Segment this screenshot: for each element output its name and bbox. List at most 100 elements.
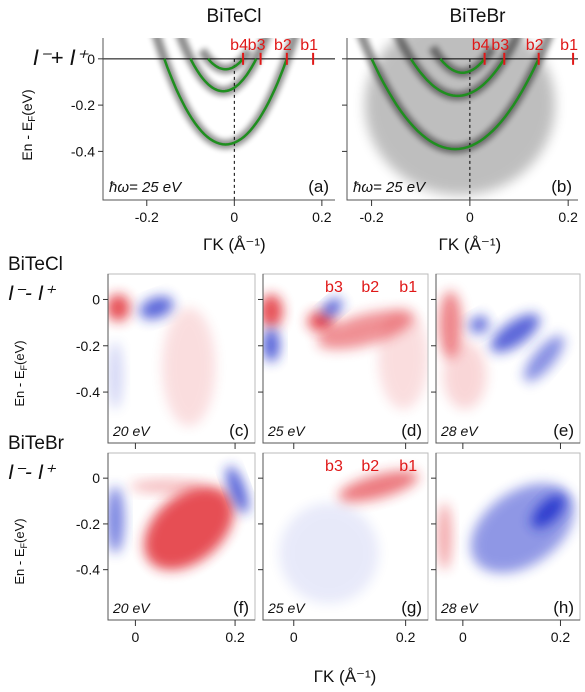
x-axis-label: ΓK (Å⁻¹) bbox=[203, 235, 266, 254]
intensity-blob bbox=[108, 341, 123, 410]
y-axis-label-unit: (eV) bbox=[12, 340, 27, 365]
panel-image bbox=[438, 290, 565, 410]
intensity-blob bbox=[338, 470, 419, 502]
intensity-blob bbox=[226, 466, 249, 514]
intensity-blob bbox=[523, 335, 565, 382]
axis-frame bbox=[102, 38, 335, 201]
band-label: b3 bbox=[325, 458, 343, 475]
x-tick-label: 0.2 bbox=[551, 629, 571, 645]
sum-label: I⁻+ I⁺ bbox=[33, 45, 90, 70]
x-tick-label: 0 bbox=[132, 629, 140, 645]
fit-curve bbox=[163, 58, 288, 146]
x-axis-label: ΓK (Å⁻¹) bbox=[314, 667, 377, 686]
intensity-blob bbox=[322, 298, 343, 317]
fit-curve bbox=[370, 58, 540, 151]
photon-energy: 28 eV bbox=[440, 600, 479, 616]
x-tick-label: 0 bbox=[459, 629, 467, 645]
photon-energy: 25 eV bbox=[267, 600, 306, 616]
fit-curve bbox=[189, 58, 258, 93]
material-label: BiTeCl bbox=[8, 254, 63, 275]
y-axis-label: En - EF(eV) bbox=[12, 340, 29, 406]
panel-title: BiTeCl bbox=[207, 6, 262, 27]
x-tick-label: 0 bbox=[466, 209, 474, 225]
x-tick-label: 0.2 bbox=[558, 209, 578, 225]
intensity-blob bbox=[470, 483, 575, 573]
axis-frame bbox=[435, 453, 580, 621]
fit-curve bbox=[439, 58, 486, 74]
y-tick-label: -0.2 bbox=[76, 338, 100, 354]
y-axis-label-sub: F bbox=[19, 365, 29, 371]
x-tick-label: 0 bbox=[290, 629, 298, 645]
y-tick-label: 0 bbox=[92, 291, 100, 307]
y-axis-label: En - EF(eV) bbox=[12, 518, 29, 584]
intensity-blob bbox=[130, 479, 204, 494]
intensity-blob bbox=[162, 307, 216, 427]
intensity-blob bbox=[263, 294, 283, 329]
panel-letter: (f) bbox=[233, 598, 249, 617]
y-tick-label: 0 bbox=[87, 51, 95, 67]
photon-energy: 28 eV bbox=[440, 423, 479, 439]
band-label: b4 bbox=[230, 37, 248, 54]
panel-image bbox=[108, 294, 216, 427]
panel-title: BiTeBr bbox=[450, 6, 507, 27]
fit-curve bbox=[409, 58, 506, 98]
y-axis-label-sub: F bbox=[27, 116, 38, 122]
band-label: b3 bbox=[248, 37, 266, 54]
panel-image bbox=[263, 294, 428, 410]
photon-energy: 20 eV bbox=[112, 600, 151, 616]
difference-label: I⁻- I⁺ bbox=[8, 461, 57, 484]
axis-frame bbox=[262, 274, 428, 444]
x-tick-label: 0.2 bbox=[312, 209, 332, 225]
intensity-blob bbox=[531, 494, 566, 529]
x-tick-label: -0.2 bbox=[360, 209, 384, 225]
panel-letter: (g) bbox=[401, 598, 422, 617]
y-tick-label: 0 bbox=[92, 470, 100, 486]
panel-letter: (d) bbox=[401, 421, 422, 440]
band-label: b1 bbox=[399, 458, 417, 475]
axis-frame bbox=[107, 453, 255, 621]
intensity-blob bbox=[378, 307, 428, 410]
photon-energy: ħω= 25 eV bbox=[109, 179, 183, 196]
fit-curve bbox=[207, 57, 245, 71]
band-label: b1 bbox=[560, 37, 578, 54]
y-tick-label: -0.2 bbox=[76, 516, 100, 532]
x-tick-label: 0.2 bbox=[396, 629, 416, 645]
y-tick-label: -0.4 bbox=[71, 143, 95, 159]
panel-letter: (a) bbox=[308, 177, 329, 196]
axis-frame bbox=[262, 453, 428, 621]
axis-frame bbox=[435, 274, 580, 444]
y-axis-label-main: En - E bbox=[12, 370, 27, 406]
panel-letter: (e) bbox=[553, 421, 574, 440]
panel-image bbox=[108, 466, 249, 570]
difference-label: I⁻- I⁺ bbox=[8, 282, 57, 305]
y-tick-label: -0.4 bbox=[76, 384, 100, 400]
panel-letter: (c) bbox=[229, 421, 249, 440]
axis-frame bbox=[107, 274, 255, 444]
x-axis-label: ΓK (Å⁻¹) bbox=[439, 235, 502, 254]
band-label: b2 bbox=[361, 458, 379, 475]
band-label: b4 bbox=[472, 37, 490, 54]
panel-letter: (b) bbox=[551, 177, 572, 196]
x-tick-label: 0 bbox=[230, 209, 238, 225]
y-axis-label-sub: F bbox=[19, 543, 29, 549]
panel-letter: (h) bbox=[553, 598, 574, 617]
intensity-blob bbox=[263, 328, 280, 362]
photon-energy: ħω= 25 eV bbox=[353, 179, 427, 196]
band-label: b2 bbox=[526, 37, 544, 54]
material-label: BiTeBr bbox=[8, 433, 65, 454]
y-axis-label-main: En - E bbox=[19, 122, 35, 161]
intensity-blob bbox=[438, 290, 462, 359]
y-axis-label: En - EF(eV) bbox=[19, 89, 38, 160]
axis-frame bbox=[346, 38, 578, 201]
x-tick-label: -0.2 bbox=[135, 209, 159, 225]
band-label: b3 bbox=[325, 279, 343, 296]
band-label: b3 bbox=[491, 37, 509, 54]
intensity-blob bbox=[108, 294, 131, 322]
intensity-blob bbox=[437, 503, 452, 570]
band-label: b1 bbox=[300, 37, 318, 54]
y-axis-label-unit: (eV) bbox=[19, 89, 35, 115]
intensity-blob bbox=[143, 486, 234, 570]
y-tick-label: -0.4 bbox=[76, 562, 100, 578]
panel-image bbox=[437, 483, 575, 573]
